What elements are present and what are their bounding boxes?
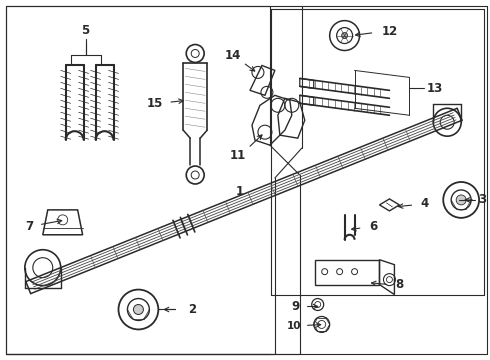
Text: 9: 9 bbox=[292, 300, 300, 313]
Text: 13: 13 bbox=[427, 82, 443, 95]
Text: 3: 3 bbox=[478, 193, 486, 206]
Text: 4: 4 bbox=[420, 197, 428, 210]
Text: 2: 2 bbox=[188, 303, 196, 316]
Text: 15: 15 bbox=[147, 97, 164, 110]
Text: 11: 11 bbox=[230, 149, 246, 162]
Text: 10: 10 bbox=[287, 321, 301, 332]
Text: 8: 8 bbox=[395, 278, 404, 291]
Circle shape bbox=[133, 305, 144, 315]
Text: 1: 1 bbox=[236, 185, 244, 198]
Text: 12: 12 bbox=[381, 25, 397, 38]
Text: 7: 7 bbox=[25, 220, 33, 233]
Text: 5: 5 bbox=[81, 24, 90, 37]
Text: 14: 14 bbox=[225, 49, 241, 62]
Text: 6: 6 bbox=[369, 220, 378, 233]
Circle shape bbox=[456, 195, 466, 205]
Circle shape bbox=[342, 32, 347, 39]
